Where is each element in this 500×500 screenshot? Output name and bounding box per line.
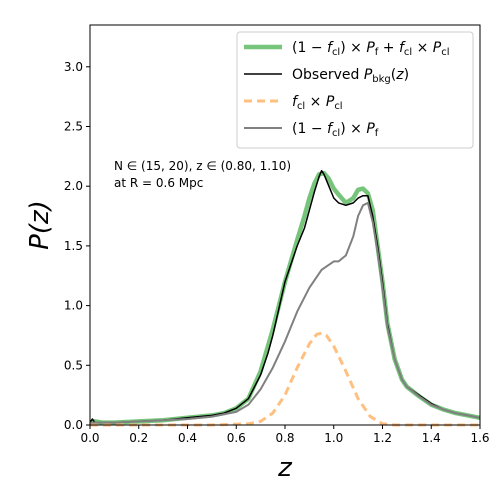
legend-label-observed: Observed Pbkg(z) bbox=[292, 67, 409, 85]
legend-label-cluster: fcl × Pcl bbox=[292, 94, 343, 112]
series-line-3 bbox=[90, 201, 481, 424]
x-tick-label: 0.6 bbox=[227, 431, 246, 445]
x-tick-label: 1.0 bbox=[324, 431, 343, 445]
ticks-layer: 0.0 0.2 0.4 0.6 0.8 1.0 1.2 1.4 1.6 0.0 0.5 1.0 1.5 2… bbox=[64, 60, 490, 445]
legend-label-field: (1 − fcl) × Pf bbox=[292, 121, 379, 139]
y-tick-label: 0.5 bbox=[64, 358, 83, 372]
series-line-2 bbox=[90, 331, 480, 427]
annotation-line-1: N ∈ (15, 20), z ∈ (0.80, 1.10) bbox=[114, 159, 291, 173]
y-tick-label: 0.0 bbox=[64, 418, 83, 432]
legend: (1 − fcl) × Pf + fcl × Pcl Observed Pbkg… bbox=[236, 31, 474, 149]
annotation-line-2: at R = 0.6 Mpc bbox=[114, 176, 203, 190]
x-tick-label: 0.2 bbox=[129, 431, 148, 445]
y-axis-label: P(z) bbox=[25, 200, 55, 250]
x-tick-label: 1.6 bbox=[470, 431, 489, 445]
x-tick-label: 1.4 bbox=[422, 431, 441, 445]
y-tick-label: 2.0 bbox=[64, 179, 83, 193]
series-layer bbox=[89, 169, 481, 427]
y-tick-label: 2.5 bbox=[64, 119, 83, 133]
legend-label-model: (1 − fcl) × Pf + fcl × Pcl bbox=[292, 40, 450, 58]
x-tick-label: 0.0 bbox=[80, 431, 99, 445]
y-tick-label: 1.5 bbox=[64, 239, 83, 253]
legend-handles bbox=[244, 44, 282, 129]
legend-box bbox=[236, 31, 474, 149]
x-axis-label: z bbox=[277, 453, 293, 483]
x-tick-label: 0.8 bbox=[275, 431, 294, 445]
x-tick-label: 0.4 bbox=[178, 431, 197, 445]
y-tick-label: 3.0 bbox=[64, 60, 83, 74]
x-tick-label: 1.2 bbox=[373, 431, 392, 445]
y-tick-label: 1.0 bbox=[64, 299, 83, 313]
